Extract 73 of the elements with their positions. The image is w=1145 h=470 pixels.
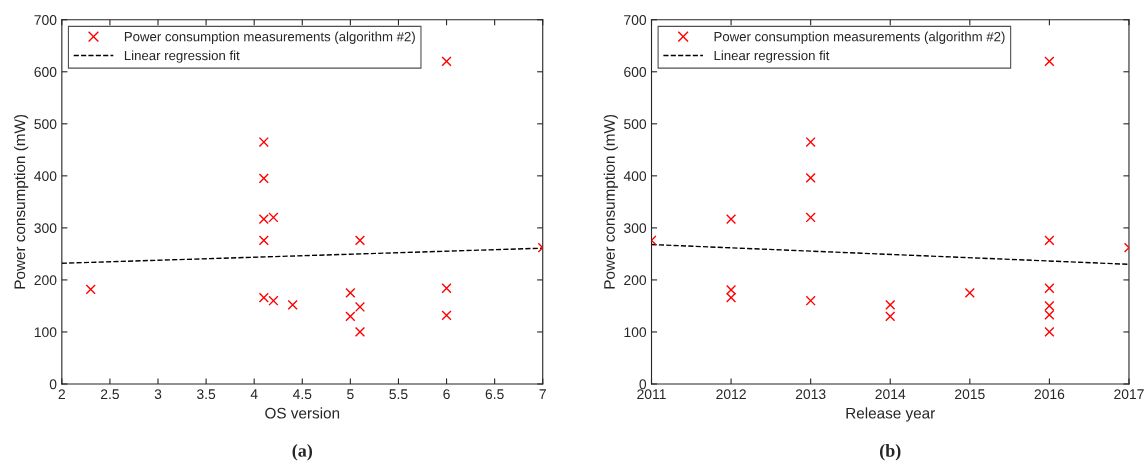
x-tick-label: 4 [250, 389, 258, 399]
y-tick-label: 0 [49, 379, 57, 390]
x-tick-label: 2017 [1114, 389, 1144, 400]
point [258, 173, 269, 184]
x-tick-label: 3.5 [196, 389, 216, 400]
point [1044, 56, 1055, 67]
point [1044, 309, 1055, 320]
point [725, 292, 737, 303]
y-tick-label: 500 [624, 119, 647, 129]
text: (b) [880, 444, 901, 461]
legend-label: Linear regression fit [124, 50, 240, 63]
point [805, 295, 816, 306]
y-tick-label: 300 [34, 223, 57, 234]
point [964, 287, 975, 299]
x-tick-label: 4.5 [292, 389, 312, 400]
legend-label: Power consumption measurements (algorithm #2) [124, 31, 415, 44]
x-tick-label: 2.5 [100, 389, 119, 400]
x-tick-label: 2 [58, 389, 65, 399]
point [345, 287, 356, 299]
x-tick-label: 3 [154, 389, 162, 400]
y-tick-label: 200 [624, 275, 647, 286]
y-axis-title: Power consumption (mW) [14, 114, 29, 289]
x-tick-label: 6.5 [485, 389, 504, 400]
point [258, 136, 269, 148]
point [441, 310, 452, 321]
point [1044, 283, 1055, 294]
y-tick-label: 700 [34, 15, 57, 25]
text: (a) [292, 444, 313, 461]
point [345, 311, 356, 322]
y-tick-label: 100 [624, 327, 647, 338]
y-axis-title: Power consumption (mW) [603, 114, 618, 289]
x-axis-title: OS version [265, 407, 340, 419]
x-tick-label: 6 [443, 389, 450, 400]
legend-label: Power consumption measurements (algorithm #2) [714, 31, 1005, 44]
y-tick-label: 400 [623, 171, 647, 182]
x-tick-label: 2014 [875, 389, 906, 400]
legend-label: Linear regression fit [714, 50, 830, 63]
y-tick-label: 200 [34, 275, 57, 286]
x-tick-label: 2013 [795, 389, 826, 400]
y-tick-label: 600 [624, 67, 647, 77]
x-tick-label: 2012 [716, 389, 746, 400]
point [287, 299, 298, 310]
point [354, 301, 366, 313]
x-axis-title: Release year [846, 407, 935, 422]
x-tick-label: 5.5 [389, 389, 408, 400]
x-tick-label: 7 [539, 389, 546, 399]
x-tick-label: 5 [347, 389, 354, 400]
point [805, 136, 816, 148]
point [441, 56, 452, 67]
y-tick-label: 700 [624, 15, 647, 25]
point [885, 311, 896, 322]
y-tick-label: 0 [639, 379, 647, 390]
y-tick-label: 300 [624, 223, 647, 234]
point [1044, 300, 1055, 312]
y-tick-label: 600 [34, 67, 57, 77]
point [805, 172, 816, 184]
x-tick-label: 2015 [955, 389, 985, 400]
point [725, 213, 737, 225]
y-tick-label: 400 [34, 171, 57, 182]
point [354, 326, 366, 338]
point [725, 284, 737, 295]
x-tick-label: 2016 [1034, 389, 1065, 400]
y-tick-label: 100 [34, 327, 57, 338]
point [85, 284, 96, 295]
point [441, 283, 452, 294]
point [805, 212, 816, 223]
point [885, 299, 896, 310]
point [354, 235, 366, 246]
point [1044, 326, 1055, 338]
x-tick-label: 2011 [637, 389, 666, 400]
point [258, 235, 269, 246]
point [1044, 235, 1055, 246]
y-tick-label: 500 [34, 119, 57, 129]
